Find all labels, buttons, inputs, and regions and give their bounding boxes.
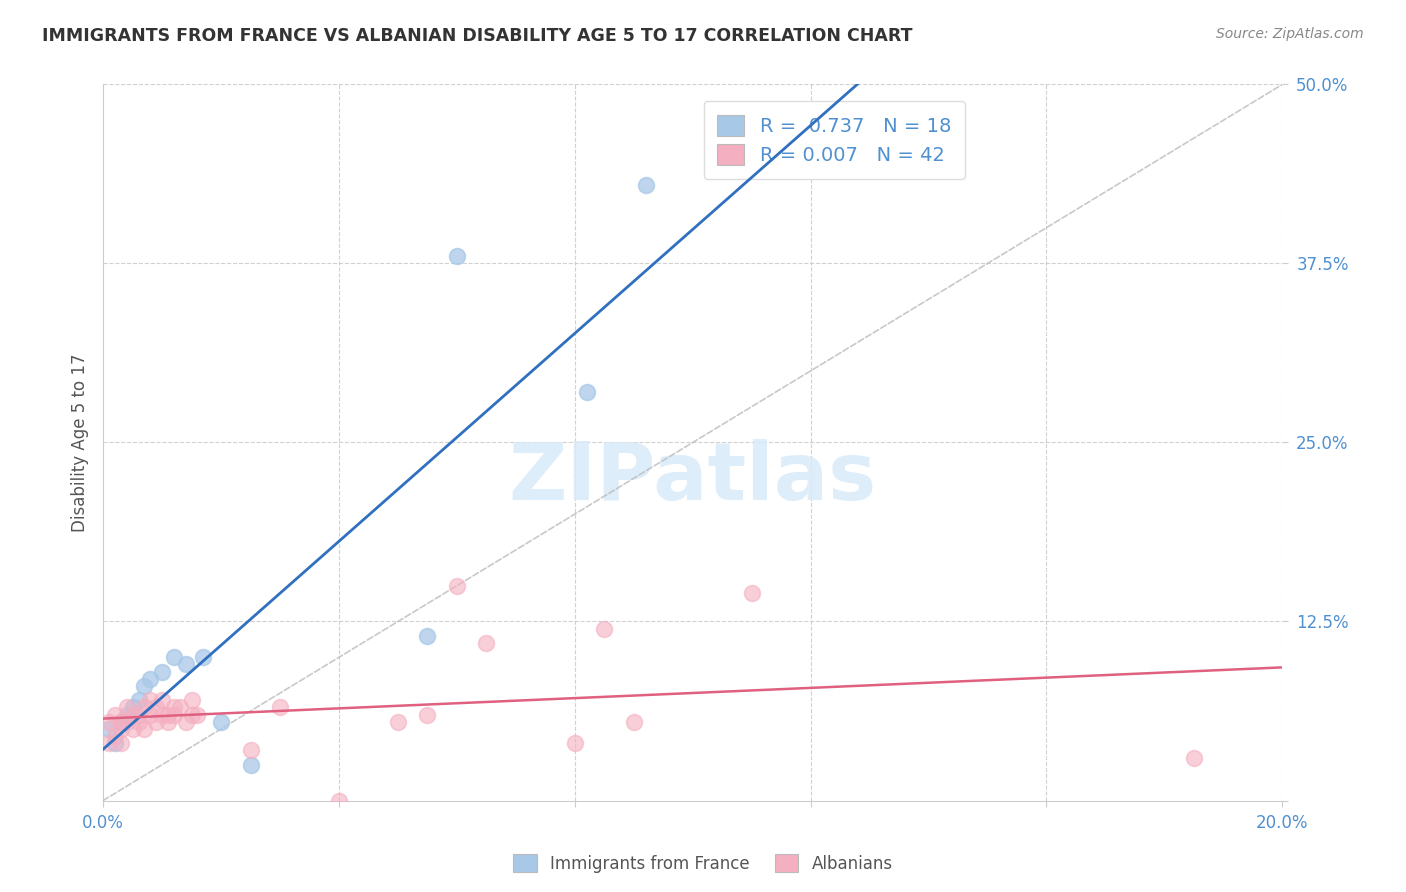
Point (156, 707, 179, 722)
Point (174, 714, 197, 729)
Point (475, 636, 498, 650)
Legend: Immigrants from France, Albanians: Immigrants from France, Albanians (506, 847, 900, 880)
Text: ZIPatlas: ZIPatlas (509, 439, 877, 517)
Point (328, 793, 350, 807)
Point (110, 714, 132, 729)
Point (163, 650, 186, 665)
Point (163, 707, 186, 722)
Point (134, 722, 156, 736)
Point (104, 707, 127, 722)
Point (416, 629, 439, 643)
Point (180, 707, 202, 722)
Point (163, 700, 186, 714)
Point (134, 679, 156, 693)
Point (387, 714, 409, 729)
Point (180, 693, 202, 707)
Point (156, 714, 179, 729)
Point (575, 385, 598, 400)
Point (104, 736, 127, 750)
Point (239, 757, 262, 772)
Point (446, 249, 468, 263)
Point (193, 650, 215, 665)
Point (98, 736, 121, 750)
Point (150, 693, 173, 707)
Point (110, 714, 132, 729)
Point (139, 672, 162, 686)
Point (741, 586, 763, 600)
Point (623, 714, 645, 729)
Point (239, 743, 262, 757)
Point (134, 700, 156, 714)
Point (128, 707, 150, 722)
Point (121, 707, 143, 722)
Text: Source: ZipAtlas.com: Source: ZipAtlas.com (1216, 27, 1364, 41)
Point (209, 714, 232, 729)
Point (115, 707, 138, 722)
Point (139, 707, 162, 722)
Point (110, 736, 132, 750)
Point (446, 579, 468, 593)
Point (115, 700, 138, 714)
Legend: R =  0.737   N = 18, R = 0.007   N = 42: R = 0.737 N = 18, R = 0.007 N = 42 (703, 102, 965, 178)
Point (128, 693, 150, 707)
Point (269, 700, 291, 714)
Point (593, 622, 616, 636)
Point (150, 665, 173, 679)
Point (169, 700, 191, 714)
Point (128, 714, 150, 729)
Point (145, 714, 167, 729)
Point (1182, 750, 1205, 764)
Y-axis label: Disability Age 5 to 17: Disability Age 5 to 17 (72, 353, 89, 532)
Point (115, 714, 138, 729)
Point (174, 657, 197, 672)
Point (98, 722, 121, 736)
Point (110, 722, 132, 736)
Point (98, 714, 121, 729)
Point (634, 178, 657, 192)
Point (104, 729, 127, 743)
Point (186, 707, 208, 722)
Point (416, 707, 439, 722)
Point (121, 700, 143, 714)
Text: IMMIGRANTS FROM FRANCE VS ALBANIAN DISABILITY AGE 5 TO 17 CORRELATION CHART: IMMIGRANTS FROM FRANCE VS ALBANIAN DISAB… (42, 27, 912, 45)
Point (139, 693, 162, 707)
Point (564, 736, 586, 750)
Point (150, 707, 173, 722)
Point (121, 722, 143, 736)
Point (145, 700, 167, 714)
